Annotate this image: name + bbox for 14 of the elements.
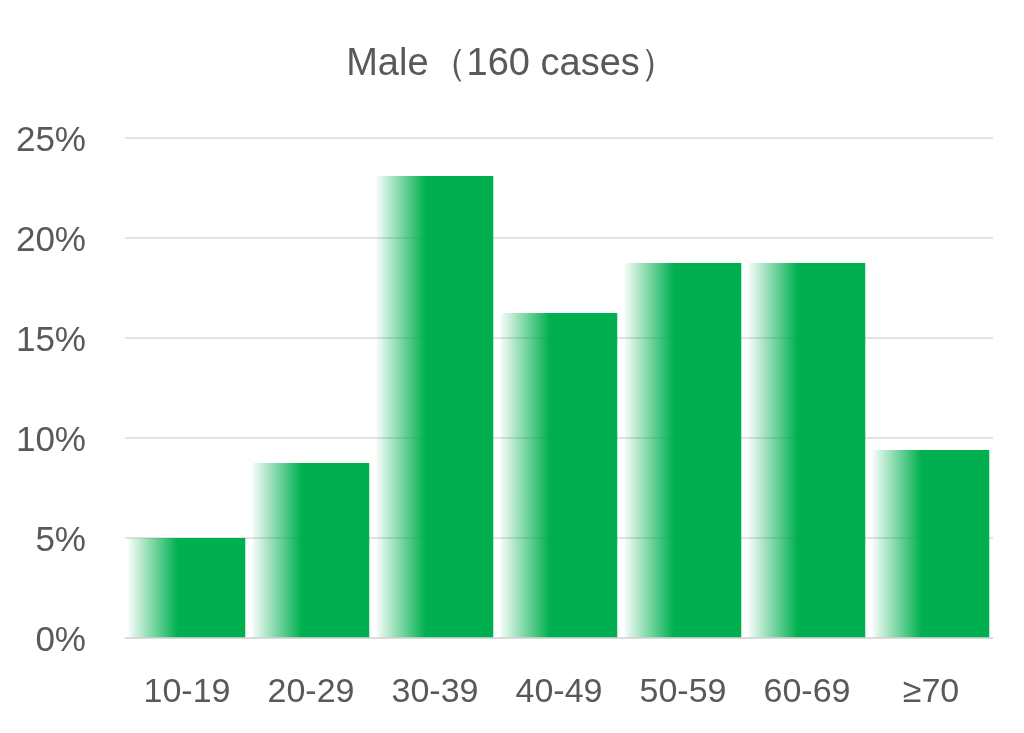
chart-title: Male（160 cases）	[346, 41, 678, 83]
x-tick-label: 60-69	[763, 671, 851, 709]
y-tick-label: 20%	[15, 218, 86, 258]
y-tick-label: 5%	[35, 518, 86, 558]
x-tick-label: 20-29	[267, 671, 355, 709]
y-tick-label: 15%	[15, 318, 86, 358]
y-tick-label: 10%	[15, 418, 86, 458]
x-tick-label: 30-39	[391, 671, 479, 709]
x-tick-label: ≥70	[902, 671, 960, 709]
y-tick-label: 0%	[35, 618, 86, 658]
x-tick-label: 50-59	[639, 671, 727, 709]
y-tick-label: 25%	[15, 118, 86, 158]
x-tick-label: 10-19	[143, 671, 231, 709]
x-tick-label: 40-49	[515, 671, 603, 709]
